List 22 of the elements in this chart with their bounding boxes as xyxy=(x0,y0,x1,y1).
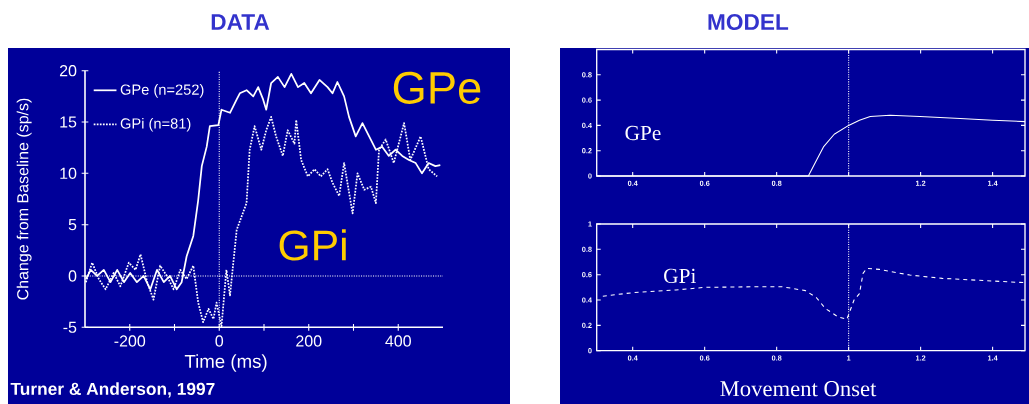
y-tick-label: 5 xyxy=(68,219,77,231)
y-tick-label: -5 xyxy=(63,321,77,333)
annotation: GPi xyxy=(279,229,346,261)
chart-title: MODEL xyxy=(708,14,789,31)
x-axis-title: Movement Onset xyxy=(720,381,877,397)
y-axis-title: Change from Baseline (sp/s) xyxy=(16,98,32,300)
text: Turner & Anderson, 1997 xyxy=(10,382,215,398)
annotation: GPe xyxy=(393,71,481,104)
y-tick-label: 15 xyxy=(60,116,77,128)
x-tick-label: 200 xyxy=(296,335,322,347)
chart-title: DATA xyxy=(211,14,270,30)
x-tick-label: 400 xyxy=(385,335,411,347)
annotation: GPe xyxy=(625,125,661,141)
legend-label: GPe (n=252) xyxy=(120,84,204,98)
annotation: GPi xyxy=(664,268,696,284)
x-tick-label: 0 xyxy=(215,335,224,347)
y-tick-label: 20 xyxy=(59,65,77,77)
legend-label: GPi (n=81) xyxy=(120,117,191,132)
y-tick-label: 0 xyxy=(68,270,77,282)
y-tick-label: 10 xyxy=(60,167,77,179)
x-tick-label: -200 xyxy=(114,335,146,347)
x-axis-title: Time (ms) xyxy=(184,354,267,372)
